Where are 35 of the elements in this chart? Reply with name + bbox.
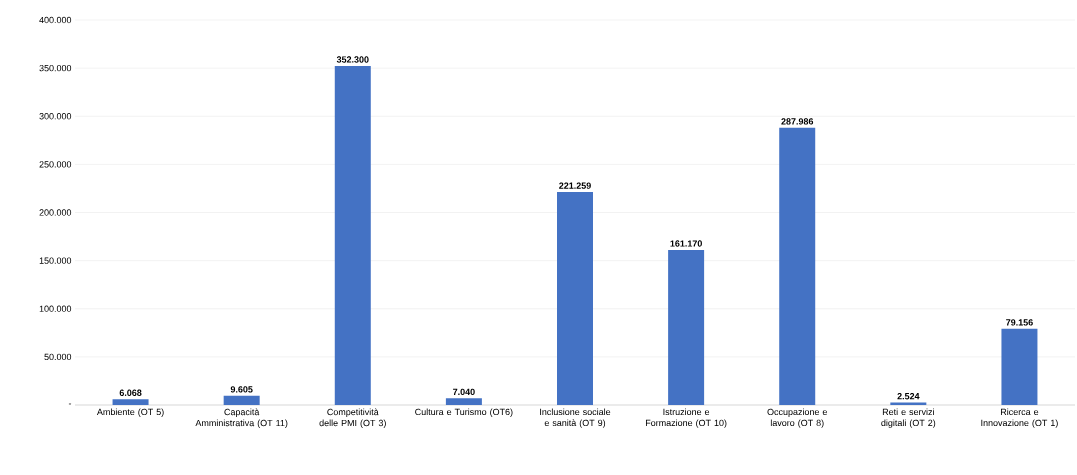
- data-label: 7.040: [453, 388, 475, 396]
- y-tick-label: -: [68, 403, 72, 405]
- bar: [557, 192, 593, 405]
- data-label: 9.605: [230, 386, 253, 393]
- data-label: 352.300: [336, 56, 369, 63]
- x-tick-label: Reti e servizi digitali (OT 2): [881, 408, 936, 428]
- bar: [1001, 328, 1038, 405]
- bar: [334, 65, 371, 405]
- bar: [668, 249, 705, 405]
- y-tick-label: 200.000: [39, 209, 72, 216]
- bar: [112, 399, 149, 405]
- data-label: 6.068: [119, 389, 142, 396]
- y-tick-label: 100.000: [39, 305, 72, 312]
- x-tick-label: Cultura e Turismo (OT6): [415, 408, 513, 417]
- x-tick-label: Inclusione sociale e sanità (OT 9): [540, 408, 611, 428]
- x-tick-label: Ricerca e Innovazione (OT 1): [981, 408, 1058, 428]
- y-tick-label: 50.000: [44, 353, 72, 361]
- x-tick-label: Capacità Amministrativa (OT 11): [195, 408, 288, 428]
- x-tick-label: Istruzione e Formazione (OT 10): [645, 408, 727, 428]
- bar: [223, 395, 260, 405]
- y-tick-label: 250.000: [39, 161, 72, 168]
- y-tick-label: 150.000: [39, 257, 72, 264]
- y-tick-label: 350.000: [39, 64, 72, 72]
- x-tick-label: Ambiente (OT 5): [96, 408, 164, 417]
- x-tick-label: Competitività delle PMI (OT 3): [319, 408, 386, 428]
- data-label: 287.986: [781, 118, 814, 125]
- bar: [779, 127, 816, 405]
- data-label: 79.156: [1006, 319, 1033, 326]
- y-tick-label: 300.000: [39, 113, 72, 120]
- y-tick-label: 400.000: [39, 16, 72, 24]
- data-label: 161.170: [670, 240, 702, 247]
- data-label: 221.259: [559, 182, 591, 189]
- bar: [445, 398, 482, 405]
- data-label: 2.524: [897, 393, 920, 400]
- x-tick-label: Occupazione e lavoro (OT 8): [767, 408, 827, 428]
